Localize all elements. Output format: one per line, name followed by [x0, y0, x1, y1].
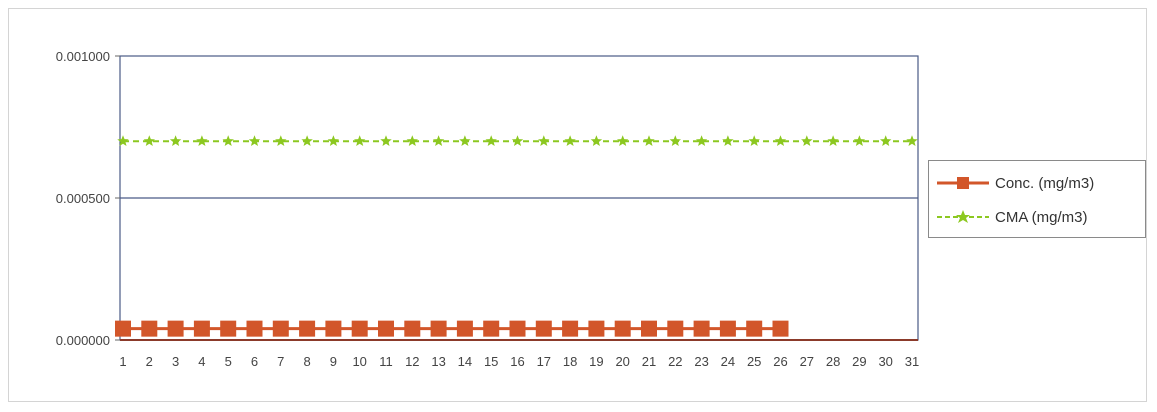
x-tick-label: 13 [431, 354, 445, 369]
x-tick-label: 10 [352, 354, 366, 369]
data-point-conc [378, 320, 394, 337]
x-tick-label: 5 [225, 354, 232, 369]
data-point-conc [430, 320, 447, 337]
data-point-conc [272, 320, 289, 337]
data-point-conc [483, 320, 500, 337]
x-tick-label: 26 [773, 354, 787, 369]
x-tick-label: 1 [119, 354, 126, 369]
data-point-cma [669, 135, 682, 147]
data-point-conc [509, 320, 526, 337]
data-point-cma [380, 135, 392, 147]
data-point-conc [193, 320, 210, 337]
data-point-cma [695, 135, 708, 147]
data-point-cma [327, 135, 340, 147]
data-point-cma [222, 135, 234, 147]
data-point-conc [299, 320, 316, 337]
x-tick-label: 7 [277, 354, 284, 369]
legend-label-conc: Conc. (mg/m3) [995, 174, 1095, 192]
data-point-conc [404, 320, 421, 337]
data-point-cma [879, 135, 892, 147]
legend: Conc. (mg/m3) CMA (mg/m3) [928, 160, 1146, 238]
data-point-cma [906, 135, 918, 147]
data-point-cma [353, 135, 366, 147]
y-tick-label: 0.001000 [56, 49, 110, 64]
x-tick-label: 20 [615, 354, 629, 369]
data-point-cma [564, 135, 576, 147]
data-point-conc [167, 320, 184, 337]
x-tick-label: 25 [747, 354, 761, 369]
data-point-cma [459, 135, 471, 147]
x-tick-label: 16 [510, 354, 524, 369]
x-tick-label: 28 [826, 354, 840, 369]
x-tick-label: 15 [484, 354, 498, 369]
data-point-conc [641, 320, 657, 337]
data-point-cma [511, 135, 524, 147]
x-tick-label: 14 [458, 354, 472, 369]
data-point-conc [614, 320, 631, 337]
data-point-conc [719, 320, 736, 337]
data-point-conc [246, 320, 263, 337]
x-tick-label: 21 [642, 354, 656, 369]
data-point-cma [301, 135, 313, 147]
x-tick-label: 11 [379, 354, 393, 369]
x-tick-label: 30 [878, 354, 892, 369]
data-point-cma [196, 135, 208, 147]
data-point-cma [853, 135, 866, 147]
x-tick-label: 3 [172, 354, 179, 369]
data-point-cma [248, 135, 261, 147]
data-point-cma [538, 135, 550, 147]
x-tick-label: 23 [694, 354, 708, 369]
data-point-cma [143, 135, 156, 147]
x-tick-label: 22 [668, 354, 682, 369]
x-tick-label: 29 [852, 354, 866, 369]
x-tick-label: 27 [800, 354, 814, 369]
data-point-cma [722, 135, 734, 147]
data-point-cma [406, 135, 419, 147]
x-tick-label: 18 [563, 354, 577, 369]
data-point-cma [774, 135, 787, 147]
legend-item-conc: Conc. (mg/m3) [935, 173, 1094, 193]
data-point-cma [801, 135, 813, 147]
data-point-conc [562, 320, 579, 337]
data-point-conc [746, 320, 763, 337]
data-point-conc [535, 320, 552, 337]
data-point-cma [748, 135, 760, 147]
data-point-conc [325, 320, 342, 337]
data-point-cma [643, 135, 655, 147]
data-point-cma [590, 135, 603, 147]
x-tick-label: 31 [905, 354, 919, 369]
x-tick-label: 9 [330, 354, 337, 369]
data-point-conc [220, 320, 237, 337]
legend-label-cma: CMA (mg/m3) [995, 208, 1088, 226]
data-point-conc [115, 320, 131, 337]
x-tick-label: 8 [303, 354, 310, 369]
x-tick-label: 24 [721, 354, 735, 369]
x-tick-label: 12 [405, 354, 419, 369]
data-point-conc [456, 320, 473, 337]
x-tick-label: 2 [146, 354, 153, 369]
data-point-cma [432, 135, 445, 147]
data-point-cma [827, 135, 839, 147]
x-tick-label: 17 [537, 354, 551, 369]
data-point-cma [169, 135, 182, 147]
y-tick-label: 0.000500 [56, 191, 110, 206]
data-point-cma [117, 135, 129, 147]
legend-swatch-cma [937, 210, 989, 223]
x-tick-label: 19 [589, 354, 603, 369]
x-tick-label: 4 [198, 354, 205, 369]
y-tick-label: 0.000000 [56, 333, 110, 348]
legend-item-cma: CMA (mg/m3) [935, 207, 1088, 227]
legend-swatch-conc [937, 177, 989, 189]
data-point-cma [275, 135, 287, 147]
x-tick-label: 6 [251, 354, 258, 369]
data-point-conc [667, 320, 684, 337]
data-point-conc [588, 320, 605, 337]
data-point-conc [141, 320, 158, 337]
data-point-conc [693, 320, 710, 337]
data-point-conc [351, 320, 368, 337]
data-point-conc [772, 320, 789, 337]
data-point-cma [485, 135, 497, 147]
data-point-cma [616, 135, 629, 147]
